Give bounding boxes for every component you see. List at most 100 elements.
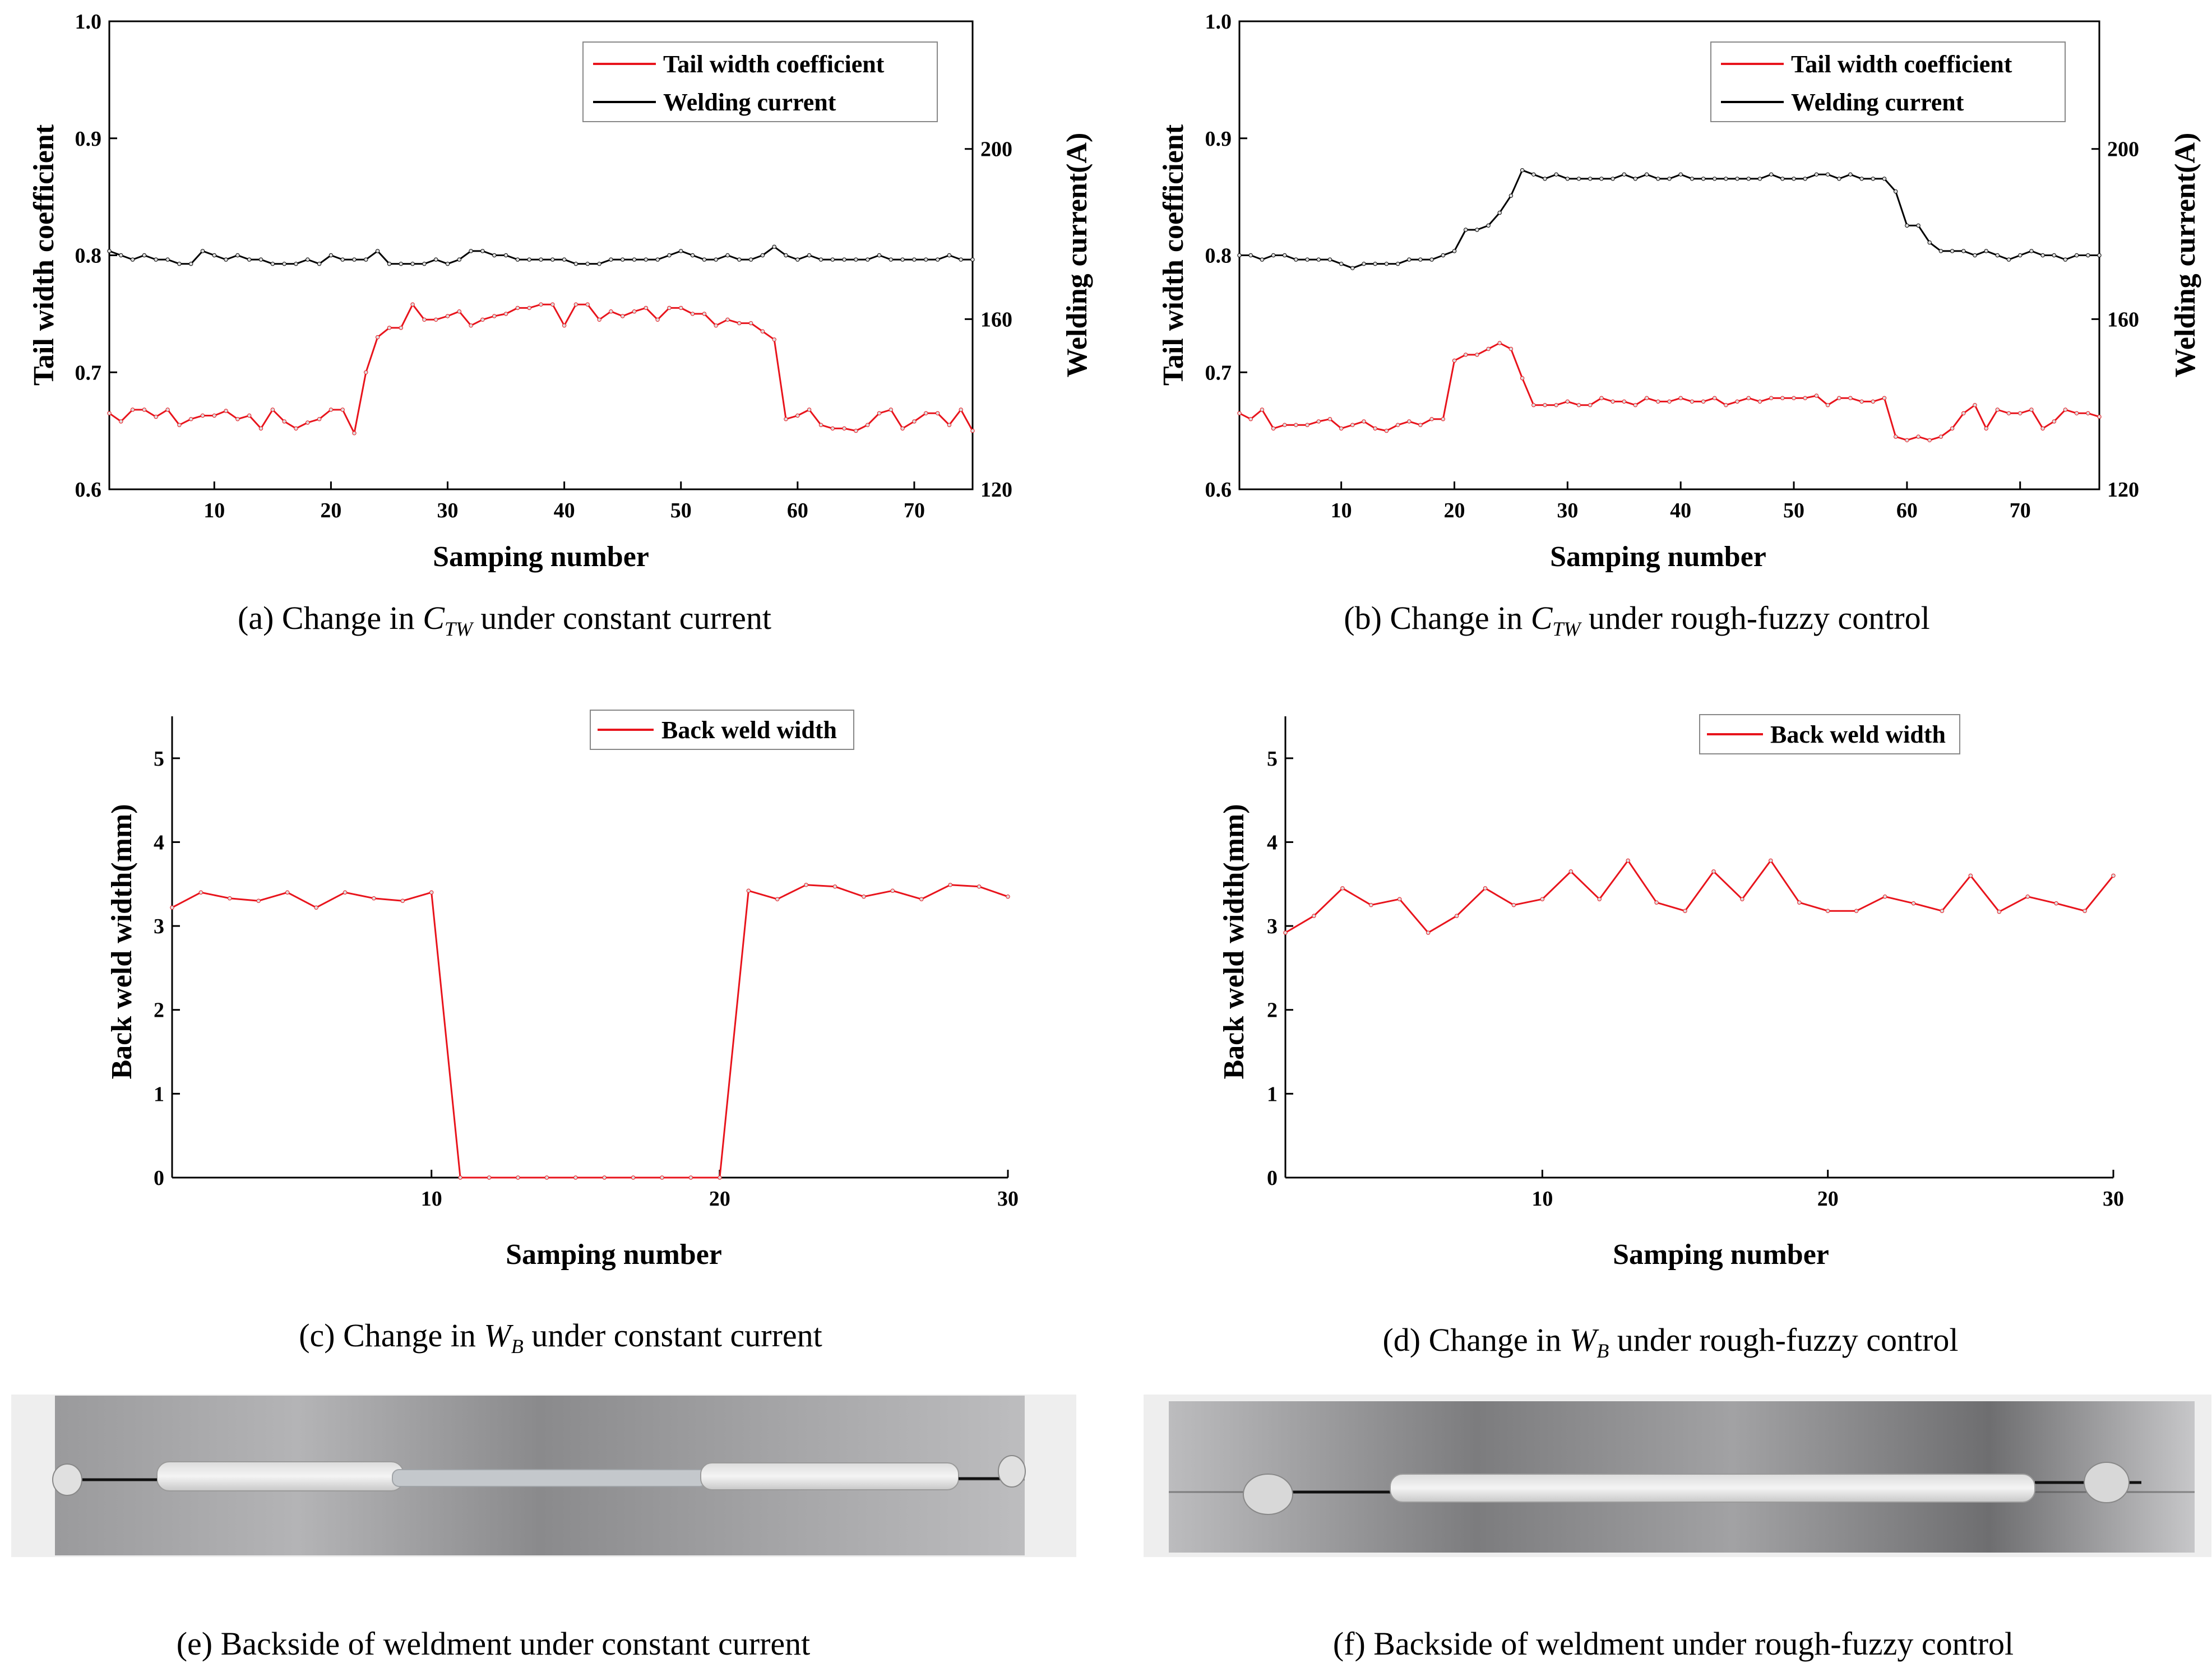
data-point xyxy=(1644,396,1649,400)
data-point xyxy=(1713,177,1717,181)
data-point xyxy=(2074,253,2079,258)
data-point xyxy=(1531,403,1536,407)
data-point xyxy=(1797,900,1802,905)
series-line-primary xyxy=(1239,342,2100,441)
y-tick-label: 1.0 xyxy=(75,10,102,34)
legend-c: Back weld width xyxy=(590,710,854,750)
y-tick-label: 0.8 xyxy=(75,244,102,268)
data-point xyxy=(1690,177,1695,181)
data-point xyxy=(970,257,975,262)
legend-label: Tail width coefficient xyxy=(1791,50,2012,78)
data-point xyxy=(912,257,917,262)
data-point xyxy=(1576,403,1581,407)
legend-label: Welding current xyxy=(1791,89,1964,116)
data-point xyxy=(2006,257,2011,262)
data-point xyxy=(718,1175,722,1180)
data-point xyxy=(2097,414,2102,419)
legend-box xyxy=(582,41,938,122)
data-point xyxy=(527,305,531,311)
data-point xyxy=(445,262,450,266)
chart-panel-d: 10 20 30 0 1 2 3 4 5 Back weld width Back weld w… xyxy=(1218,714,2124,1362)
chart-panel-a: 10 20 30 40 50 60 70 0.6 0.7 0.8 0.9 1.0 120 160 200 T… xyxy=(28,10,1093,640)
y-tick-label: 3 xyxy=(1267,915,1278,938)
data-point xyxy=(1327,257,1332,262)
data-point xyxy=(737,321,742,326)
y-axis-title: Tail width coefficient xyxy=(1158,124,1190,386)
data-point xyxy=(1237,411,1242,415)
y-tick-label: 1 xyxy=(154,1082,164,1106)
data-point xyxy=(1429,417,1434,421)
data-point xyxy=(352,257,357,262)
data-point xyxy=(119,253,123,258)
data-point xyxy=(690,312,695,316)
data-point xyxy=(516,1175,520,1180)
data-point xyxy=(2040,253,2045,258)
data-point xyxy=(1837,177,1841,181)
data-point xyxy=(1441,417,1446,421)
x-tick-label: 30 xyxy=(1557,499,1578,522)
data-point xyxy=(294,262,298,266)
data-point xyxy=(632,257,637,262)
data-point xyxy=(142,407,147,412)
data-point xyxy=(1711,869,1716,874)
y-tick-label: 2 xyxy=(1267,999,1278,1022)
weld-bead-left xyxy=(156,1461,404,1491)
data-point xyxy=(947,423,952,427)
x-axis-title: Samping number xyxy=(433,541,649,573)
caption-d: (d) Change in WB under rough-fuzzy contr… xyxy=(1382,1322,1958,1362)
data-point xyxy=(2018,253,2023,258)
y-tick-label: 0.7 xyxy=(1205,361,1232,384)
data-point xyxy=(1633,177,1638,181)
data-point xyxy=(410,262,415,266)
data-point xyxy=(154,257,158,262)
data-point xyxy=(165,257,170,262)
data-point xyxy=(1667,177,1672,181)
data-point xyxy=(2083,909,2087,913)
data-point xyxy=(1854,909,1859,913)
data-point xyxy=(1894,189,1898,194)
data-point xyxy=(2086,411,2090,415)
data-point xyxy=(2086,253,2090,258)
data-point xyxy=(228,896,232,901)
data-point xyxy=(1369,903,1373,907)
data-point xyxy=(1724,403,1728,407)
data-point xyxy=(1597,897,1602,901)
data-point xyxy=(1543,177,1547,181)
data-point xyxy=(947,253,952,258)
data-point xyxy=(1911,901,1916,906)
data-point xyxy=(247,413,252,418)
data-point xyxy=(795,413,800,418)
data-point xyxy=(1384,262,1389,266)
data-point xyxy=(2074,411,2079,415)
data-point xyxy=(1395,423,1400,427)
data-point xyxy=(487,1175,492,1180)
data-point xyxy=(1803,396,1807,400)
y-tick-label: 0.9 xyxy=(75,127,102,151)
data-point xyxy=(1927,438,1932,442)
data-point xyxy=(1882,895,1887,899)
data-point xyxy=(1006,895,1010,899)
y2-tick-label: 200 xyxy=(980,138,1012,161)
data-point xyxy=(177,423,182,427)
legend-a: Tail width coefficient Welding current xyxy=(582,41,938,122)
data-point xyxy=(1418,423,1423,427)
data-point xyxy=(1339,426,1344,431)
data-point xyxy=(714,257,718,262)
data-point xyxy=(544,1175,549,1180)
data-point xyxy=(807,407,812,412)
data-point xyxy=(1475,228,1479,232)
y2-tick-label: 120 xyxy=(980,478,1012,502)
data-point xyxy=(573,302,579,307)
tack-weld-right xyxy=(998,1455,1026,1488)
data-point xyxy=(1916,434,1921,439)
data-point xyxy=(877,411,882,415)
tack-weld-left xyxy=(52,1463,82,1496)
data-point xyxy=(935,411,940,415)
data-point xyxy=(1312,914,1316,918)
y-tick-label: 0.9 xyxy=(1205,127,1232,151)
photo-panel-e: (e) Backside of weldment under constant … xyxy=(11,1395,1076,1662)
data-point xyxy=(1701,177,1706,181)
data-point xyxy=(1543,403,1547,407)
data-point xyxy=(1950,249,1955,253)
data-point xyxy=(2052,419,2057,424)
